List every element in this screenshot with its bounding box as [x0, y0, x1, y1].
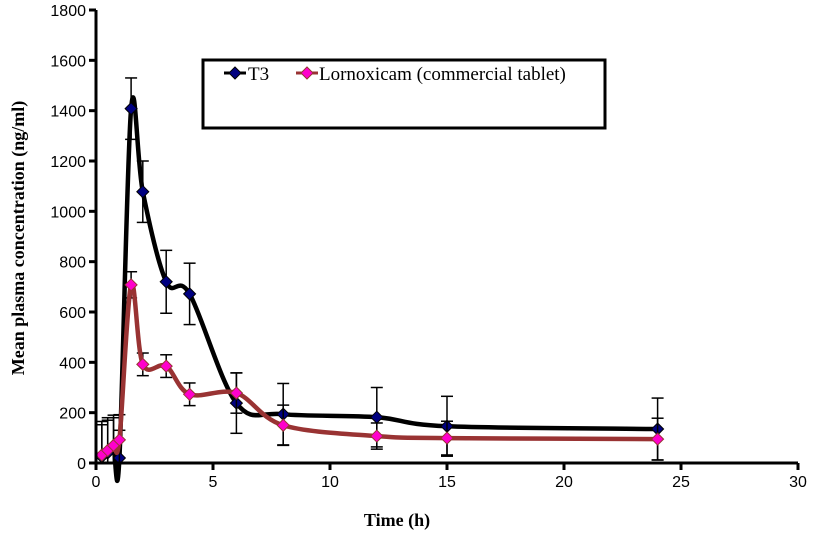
- y-tick-label: 1800: [50, 3, 86, 20]
- data-point: [440, 431, 454, 445]
- data-point: [124, 101, 138, 116]
- data-point: [182, 387, 197, 402]
- x-tick-label: 15: [438, 474, 456, 491]
- data-point: [112, 433, 127, 447]
- series-t3: [95, 77, 665, 483]
- legend-item-t3: T3: [224, 64, 269, 85]
- legend: T3 Lornoxicam (commercial tablet): [201, 58, 607, 130]
- data-point: [136, 357, 150, 372]
- series-lornoxicam: [95, 270, 665, 464]
- data-point: [159, 275, 173, 289]
- data-point: [370, 429, 384, 443]
- legend-marker-lornoxicam: [300, 66, 314, 80]
- plot-area: [95, 77, 665, 483]
- y-tick-label: 1200: [50, 154, 86, 171]
- x-tick-label: 10: [321, 474, 339, 491]
- y-tick-label: 1000: [50, 204, 86, 221]
- x-tick-label: 20: [555, 474, 573, 491]
- y-tick-label: 1400: [50, 104, 86, 121]
- data-point: [124, 278, 138, 292]
- y-tick-label: 600: [59, 305, 86, 322]
- y-tick-label: 200: [59, 406, 86, 423]
- x-tick-label: 5: [209, 474, 218, 491]
- legend-marker-t3: [228, 66, 242, 80]
- data-point: [370, 410, 384, 424]
- x-axis-title: Time (h): [364, 510, 430, 531]
- x-tick-label: 0: [92, 474, 101, 491]
- legend-label-t3: T3: [248, 64, 269, 85]
- y-axis-title: Mean plasma concentration (ng/ml): [8, 101, 29, 375]
- x-tick-label: 25: [672, 474, 690, 491]
- x-tick-label: 30: [789, 474, 807, 491]
- data-point: [650, 432, 665, 446]
- series-line: [100, 95, 658, 483]
- data-point: [229, 386, 244, 400]
- data-point: [136, 184, 150, 199]
- legend-label-lornoxicam: Lornoxicam (commercial tablet): [319, 64, 566, 85]
- data-point: [276, 418, 290, 432]
- axes: 0 200 400 600 800 1000 1200 1400 1600 1800 0 5 10 15 2…: [50, 3, 807, 491]
- y-tick-label: 800: [59, 255, 86, 272]
- y-tick-label: 1600: [50, 53, 86, 70]
- data-point: [159, 359, 173, 373]
- data-point: [182, 287, 197, 301]
- legend-box: [201, 58, 607, 130]
- y-tick-label: 0: [77, 456, 86, 473]
- legend-item-lornoxicam: Lornoxicam (commercial tablet): [296, 64, 566, 85]
- y-tick-label: 400: [59, 355, 86, 372]
